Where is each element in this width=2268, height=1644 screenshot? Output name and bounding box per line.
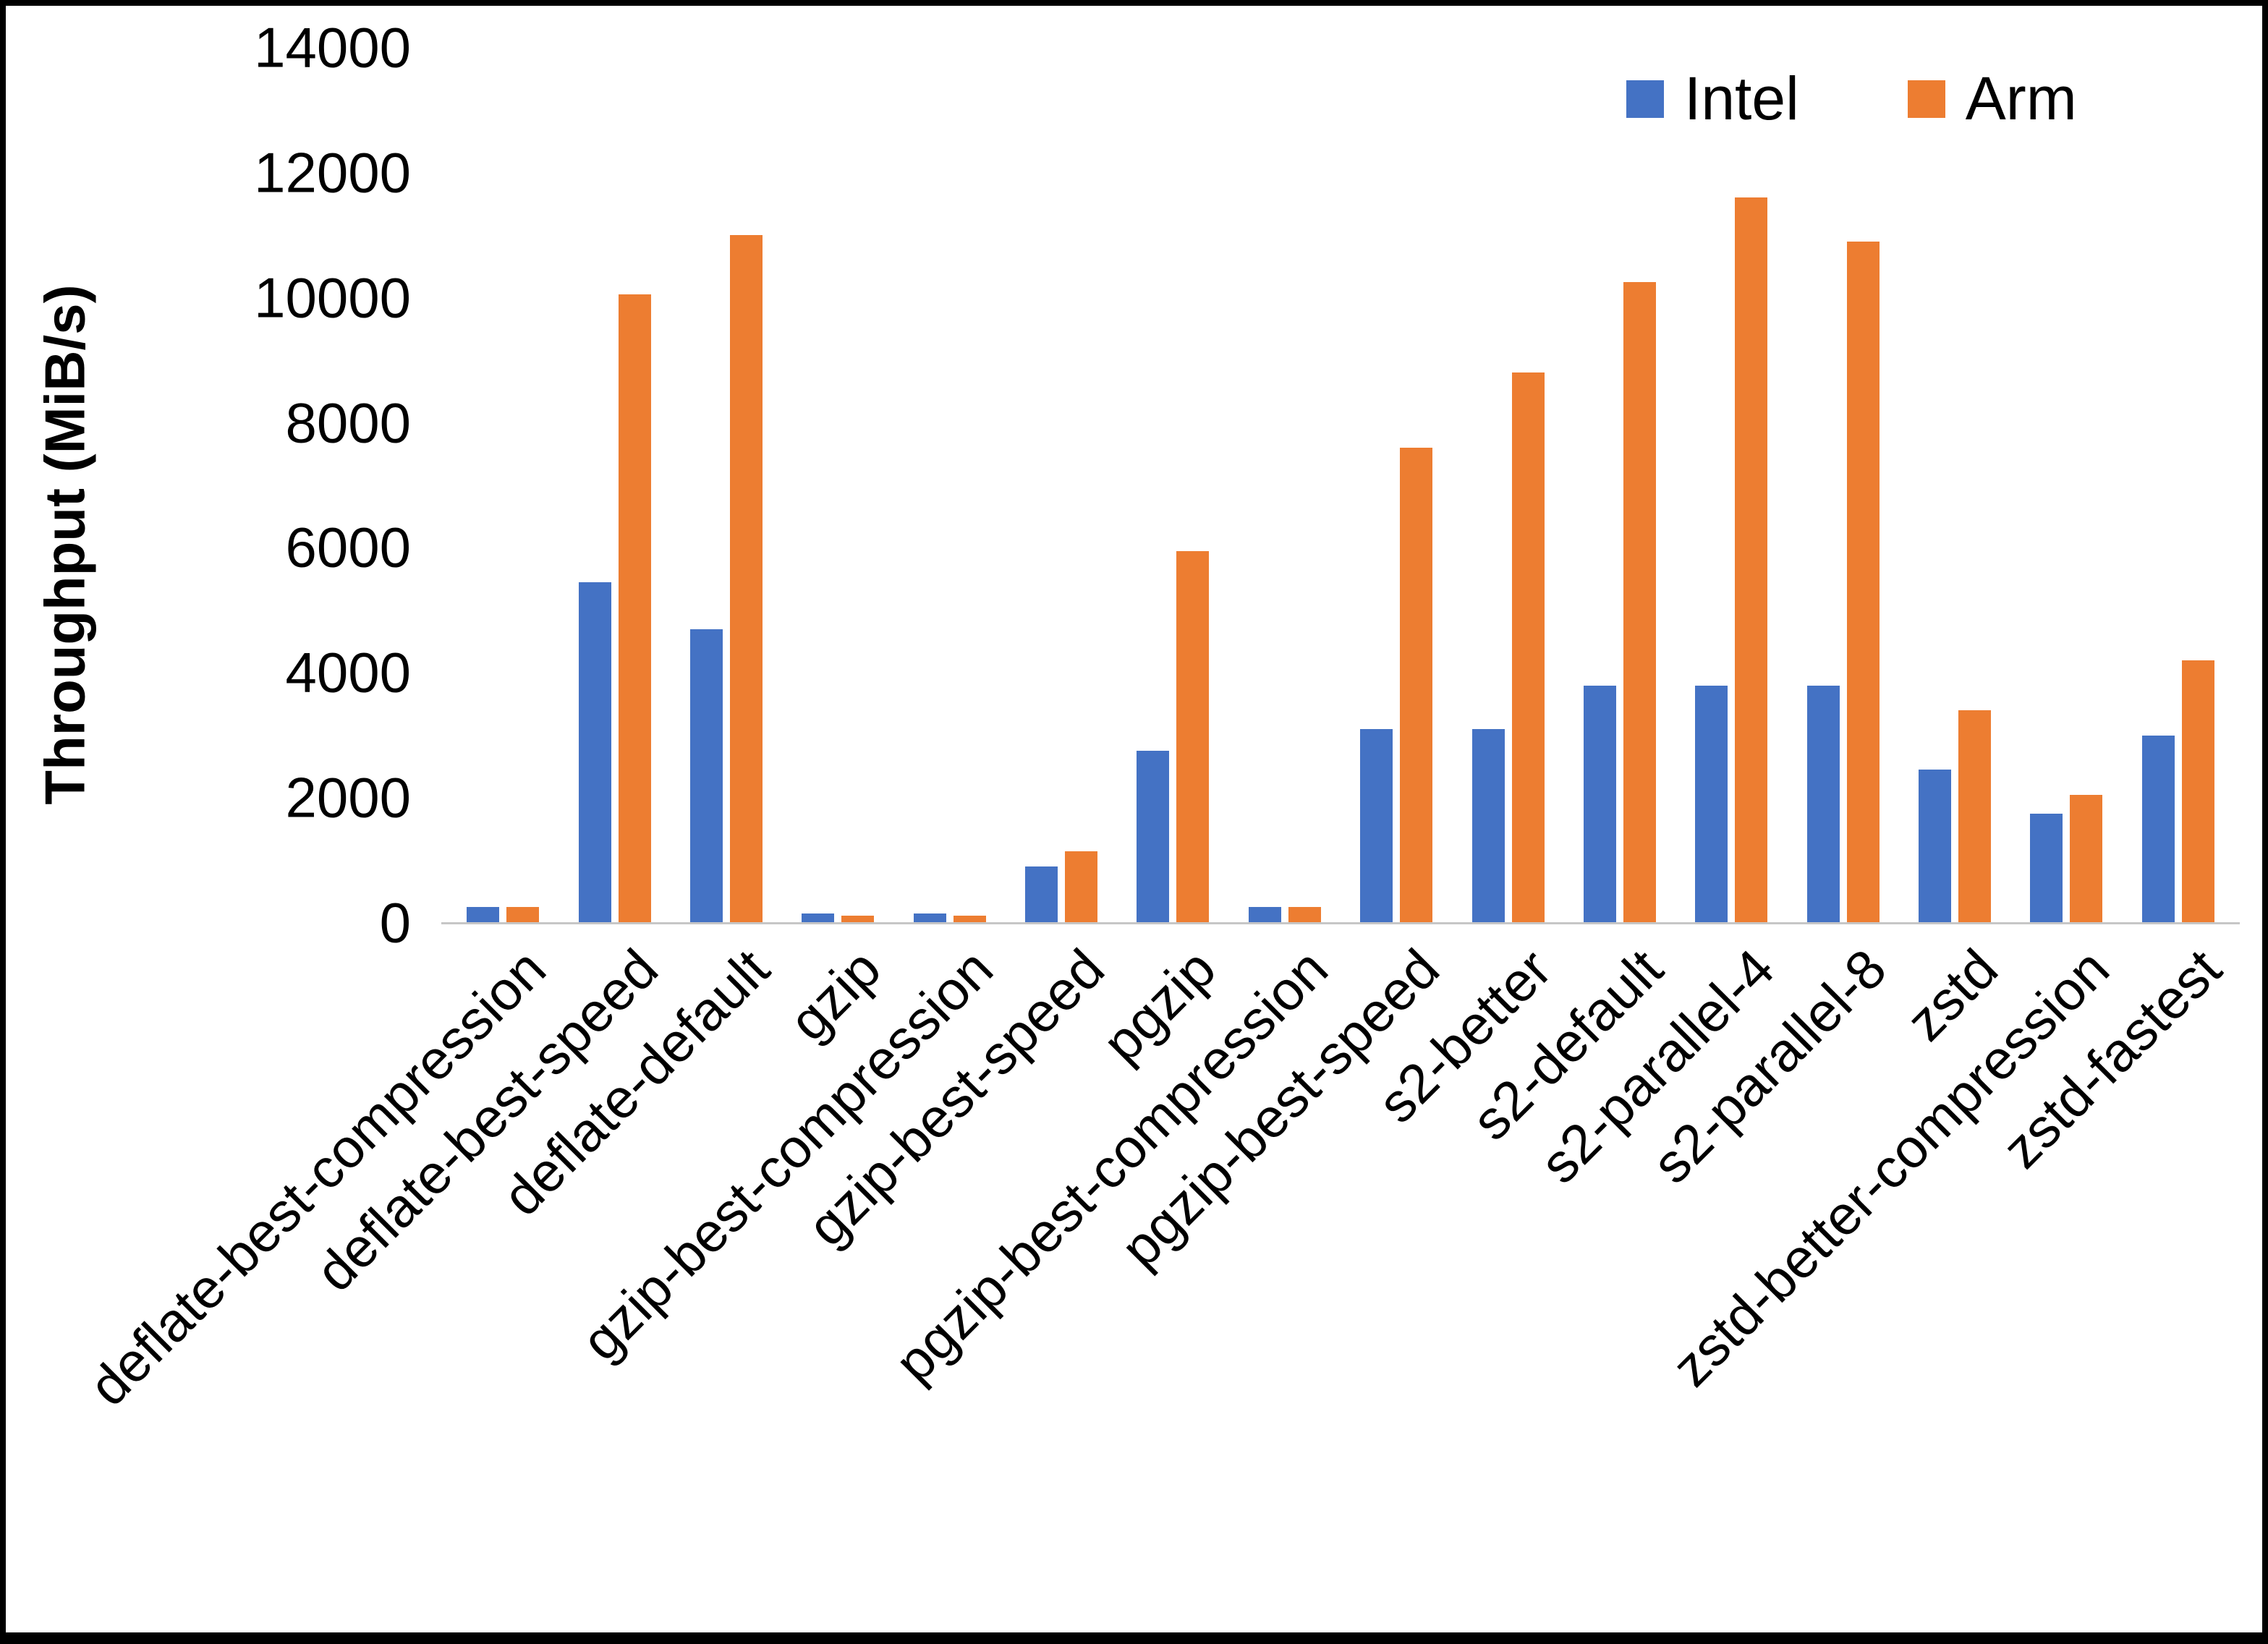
bar-arm-pgzip-best-speed xyxy=(1400,448,1433,923)
legend-item-intel: Intel xyxy=(1626,64,1799,134)
bar-arm-gzip xyxy=(841,915,875,923)
y-tick-label: 14000 xyxy=(254,15,411,80)
bar-intel-deflate-default xyxy=(689,629,723,923)
y-tick-label: 0 xyxy=(379,890,411,955)
bar-arm-s2-parallel-8 xyxy=(1846,241,1880,923)
bar-intel-zstd-fastest xyxy=(2141,735,2175,923)
bar-intel-pgzip-best-speed xyxy=(1360,729,1393,923)
bar-arm-pgzip-best-compression xyxy=(1288,907,1321,923)
y-tick-label: 12000 xyxy=(254,140,411,205)
bar-intel-deflate-best-compression xyxy=(467,907,500,923)
y-tick-label: 6000 xyxy=(285,515,411,579)
legend-item-arm: Arm xyxy=(1907,64,2077,134)
bar-arm-zstd xyxy=(1958,710,1992,923)
legend-swatch-icon xyxy=(1626,80,1664,118)
bar-arm-deflate-default xyxy=(729,235,763,923)
bar-intel-gzip xyxy=(802,913,835,923)
y-tick-label: 2000 xyxy=(285,765,411,830)
bar-arm-deflate-best-compression xyxy=(506,907,540,923)
legend: Intel Arm xyxy=(1626,64,2077,134)
bar-intel-s2-better xyxy=(1471,729,1505,923)
bar-arm-s2-default xyxy=(1623,282,1656,923)
legend-label: Arm xyxy=(1965,64,2077,132)
bar-arm-deflate-best-speed xyxy=(618,294,651,923)
bar-arm-zstd-better-compression xyxy=(2070,794,2103,923)
bar-arm-s2-better xyxy=(1511,372,1545,923)
bar-intel-gzip-best-speed xyxy=(1025,866,1058,923)
bar-intel-zstd xyxy=(1919,770,1952,923)
legend-label: Intel xyxy=(1684,64,1799,132)
bar-intel-zstd-better-compression xyxy=(2030,813,2063,923)
bar-intel-gzip-best-compression xyxy=(913,913,946,923)
y-tick-label: 4000 xyxy=(285,640,411,704)
y-tick-label: 8000 xyxy=(285,391,411,455)
bar-intel-pgzip-best-compression xyxy=(1248,907,1281,923)
bar-intel-s2-parallel-8 xyxy=(1806,685,1840,923)
bar-intel-s2-default xyxy=(1583,685,1616,923)
x-axis-line xyxy=(441,922,2240,924)
bar-arm-pgzip xyxy=(1176,550,1210,923)
bar-arm-zstd-fastest xyxy=(2181,660,2214,923)
bar-intel-pgzip xyxy=(1137,751,1170,923)
bar-arm-s2-parallel-4 xyxy=(1735,197,1768,923)
legend-swatch-icon xyxy=(1907,80,1945,118)
y-tick-label: 10000 xyxy=(254,265,411,330)
bar-intel-deflate-best-speed xyxy=(578,582,611,923)
bar-arm-gzip-best-compression xyxy=(953,915,986,923)
bar-arm-gzip-best-speed xyxy=(1065,851,1098,923)
bar-intel-s2-parallel-4 xyxy=(1695,685,1728,923)
